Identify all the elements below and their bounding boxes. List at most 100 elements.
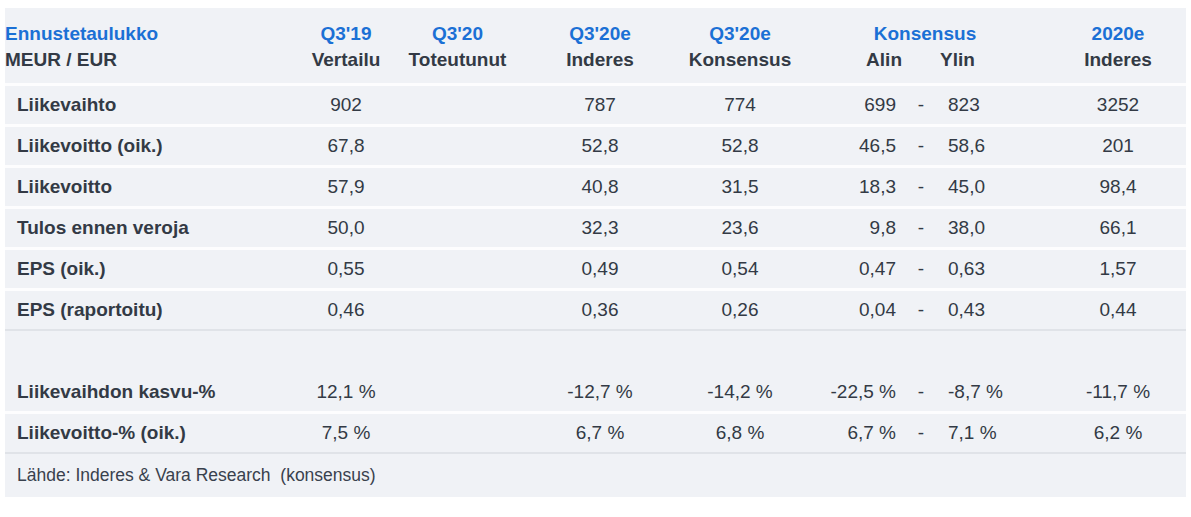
col-header-inderes-q3: Inderes bbox=[520, 46, 680, 86]
cell-inderes: 32,3 bbox=[520, 209, 680, 250]
cell-2020e: -11,7 % bbox=[1050, 373, 1186, 414]
cell-konsensus: 0,26 bbox=[680, 291, 800, 331]
table-title: Ennustetaulukko bbox=[5, 8, 297, 46]
col-group-q320e-inderes: Q3'20e bbox=[520, 8, 680, 46]
cell-toteutunut bbox=[395, 414, 520, 454]
cell-vertailu: 50,0 bbox=[297, 209, 395, 250]
table-row-tulos-ennen-veroja: Tulos ennen veroja 50,0 32,3 23,6 9,8 - … bbox=[5, 209, 1186, 250]
cell-alin: 18,3 bbox=[800, 168, 902, 209]
row-label: EPS (raportoitu) bbox=[5, 291, 297, 331]
header-subtitle-row: MEUR / EUR Vertailu Toteutunut Inderes K… bbox=[5, 46, 1186, 86]
range-dash: - bbox=[902, 414, 940, 454]
forecast-table-container: Ennustetaulukko Q3'19 Q3'20 Q3'20e Q3'20… bbox=[0, 0, 1191, 497]
cell-vertailu: 57,9 bbox=[297, 168, 395, 209]
col-header-toteutunut: Toteutunut bbox=[395, 46, 520, 86]
row-label: EPS (oik.) bbox=[5, 250, 297, 291]
range-dash: - bbox=[902, 291, 940, 331]
cell-2020e: 1,57 bbox=[1050, 250, 1186, 291]
cell-toteutunut bbox=[395, 86, 520, 127]
spacer-row bbox=[5, 331, 1186, 373]
forecast-table: Ennustetaulukko Q3'19 Q3'20 Q3'20e Q3'20… bbox=[5, 8, 1186, 497]
cell-2020e: 3252 bbox=[1050, 86, 1186, 127]
cell-ylin: 38,0 bbox=[940, 209, 1050, 250]
col-group-q319: Q3'19 bbox=[297, 8, 395, 46]
cell-2020e: 98,4 bbox=[1050, 168, 1186, 209]
cell-alin: 6,7 % bbox=[800, 414, 902, 454]
cell-ylin: 58,6 bbox=[940, 127, 1050, 168]
cell-ylin: 823 bbox=[940, 86, 1050, 127]
cell-inderes: 0,49 bbox=[520, 250, 680, 291]
range-dash: - bbox=[902, 250, 940, 291]
cell-alin: 699 bbox=[800, 86, 902, 127]
range-dash: - bbox=[902, 209, 940, 250]
cell-2020e: 0,44 bbox=[1050, 291, 1186, 331]
cell-ylin: -8,7 % bbox=[940, 373, 1050, 414]
cell-inderes: 52,8 bbox=[520, 127, 680, 168]
range-dash: - bbox=[902, 168, 940, 209]
cell-vertailu: 0,46 bbox=[297, 291, 395, 331]
table-row-liikevoitto-pct: Liikevoitto-% (oik.) 7,5 % 6,7 % 6,8 % 6… bbox=[5, 414, 1186, 454]
header-group-row: Ennustetaulukko Q3'19 Q3'20 Q3'20e Q3'20… bbox=[5, 8, 1186, 46]
row-label: Tulos ennen veroja bbox=[5, 209, 297, 250]
table-row-eps-raportoitu: EPS (raportoitu) 0,46 0,36 0,26 0,04 - 0… bbox=[5, 291, 1186, 331]
range-dash: - bbox=[902, 127, 940, 168]
col-group-konsensus: Konsensus bbox=[800, 8, 1050, 46]
source-note: Lähde: Inderes & Vara Research (konsensu… bbox=[5, 454, 1186, 497]
cell-konsensus: 774 bbox=[680, 86, 800, 127]
cell-toteutunut bbox=[395, 168, 520, 209]
cell-ylin: 7,1 % bbox=[940, 414, 1050, 454]
range-dash: - bbox=[902, 86, 940, 127]
row-label: Liikevoitto-% (oik.) bbox=[5, 414, 297, 454]
row-label: Liikevaihdon kasvu-% bbox=[5, 373, 297, 414]
table-row-liikevoitto-oik: Liikevoitto (oik.) 67,8 52,8 52,8 46,5 -… bbox=[5, 127, 1186, 168]
cell-alin: 9,8 bbox=[800, 209, 902, 250]
cell-konsensus: 31,5 bbox=[680, 168, 800, 209]
row-label: Liikevaihto bbox=[5, 86, 297, 127]
col-header-vertailu: Vertailu bbox=[297, 46, 395, 86]
cell-toteutunut bbox=[395, 373, 520, 414]
col-group-q320: Q3'20 bbox=[395, 8, 520, 46]
cell-vertailu: 0,55 bbox=[297, 250, 395, 291]
cell-konsensus: -14,2 % bbox=[680, 373, 800, 414]
cell-2020e: 201 bbox=[1050, 127, 1186, 168]
cell-konsensus: 23,6 bbox=[680, 209, 800, 250]
cell-ylin: 45,0 bbox=[940, 168, 1050, 209]
cell-toteutunut bbox=[395, 291, 520, 331]
cell-ylin: 0,43 bbox=[940, 291, 1050, 331]
cell-2020e: 6,2 % bbox=[1050, 414, 1186, 454]
cell-vertailu: 12,1 % bbox=[297, 373, 395, 414]
cell-alin: 46,5 bbox=[800, 127, 902, 168]
table-row-eps-oik: EPS (oik.) 0,55 0,49 0,54 0,47 - 0,63 1,… bbox=[5, 250, 1186, 291]
cell-toteutunut bbox=[395, 250, 520, 291]
cell-vertailu: 67,8 bbox=[297, 127, 395, 168]
cell-alin: -22,5 % bbox=[800, 373, 902, 414]
row-label: Liikevoitto bbox=[5, 168, 297, 209]
cell-alin: 0,47 bbox=[800, 250, 902, 291]
unit-label: MEUR / EUR bbox=[5, 46, 297, 86]
col-group-q320e-konsensus: Q3'20e bbox=[680, 8, 800, 46]
range-dash: - bbox=[902, 373, 940, 414]
source-row: Lähde: Inderes & Vara Research (konsensu… bbox=[5, 454, 1186, 497]
cell-toteutunut bbox=[395, 127, 520, 168]
cell-konsensus: 6,8 % bbox=[680, 414, 800, 454]
cell-inderes: 0,36 bbox=[520, 291, 680, 331]
cell-ylin: 0,63 bbox=[940, 250, 1050, 291]
cell-inderes: 6,7 % bbox=[520, 414, 680, 454]
cell-konsensus: 52,8 bbox=[680, 127, 800, 168]
table-row-liikevaihdon-kasvu: Liikevaihdon kasvu-% 12,1 % -12,7 % -14,… bbox=[5, 373, 1186, 414]
row-label: Liikevoitto (oik.) bbox=[5, 127, 297, 168]
cell-vertailu: 7,5 % bbox=[297, 414, 395, 454]
spacer-cell bbox=[5, 331, 1186, 373]
cell-alin: 0,04 bbox=[800, 291, 902, 331]
cell-toteutunut bbox=[395, 209, 520, 250]
cell-inderes: -12,7 % bbox=[520, 373, 680, 414]
col-header-ylin: Ylin bbox=[940, 46, 1050, 86]
table-row-liikevaihto: Liikevaihto 902 787 774 699 - 823 3252 bbox=[5, 86, 1186, 127]
col-header-konsensus: Konsensus bbox=[680, 46, 800, 86]
col-header-inderes-2020e: Inderes bbox=[1050, 46, 1186, 86]
cell-2020e: 66,1 bbox=[1050, 209, 1186, 250]
cell-inderes: 40,8 bbox=[520, 168, 680, 209]
cell-konsensus: 0,54 bbox=[680, 250, 800, 291]
col-header-range-gap bbox=[902, 46, 940, 86]
table-row-liikevoitto: Liikevoitto 57,9 40,8 31,5 18,3 - 45,0 9… bbox=[5, 168, 1186, 209]
